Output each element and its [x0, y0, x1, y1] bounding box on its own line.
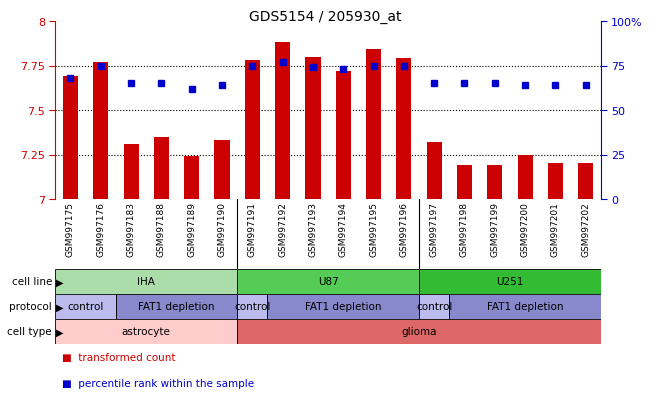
Bar — [518, 155, 533, 199]
Text: cell type: cell type — [7, 327, 52, 337]
Bar — [245, 61, 260, 199]
Bar — [124, 145, 139, 199]
Text: GSM997201: GSM997201 — [551, 202, 560, 256]
Text: FAT1 depletion: FAT1 depletion — [305, 302, 381, 312]
Bar — [214, 141, 230, 199]
Bar — [275, 43, 290, 199]
Text: control: control — [234, 302, 271, 312]
Bar — [366, 50, 381, 199]
Bar — [487, 166, 503, 199]
Text: IHA: IHA — [137, 277, 155, 287]
Bar — [548, 164, 563, 199]
Bar — [93, 63, 108, 199]
Text: GSM997176: GSM997176 — [96, 202, 105, 256]
Bar — [457, 166, 472, 199]
Text: GSM997199: GSM997199 — [490, 202, 499, 256]
Text: ▶: ▶ — [56, 277, 64, 287]
Text: control: control — [416, 302, 452, 312]
Text: GSM997194: GSM997194 — [339, 202, 348, 256]
Bar — [336, 72, 351, 199]
Text: GSM997183: GSM997183 — [126, 202, 135, 256]
Text: glioma: glioma — [401, 327, 437, 337]
Text: GSM997198: GSM997198 — [460, 202, 469, 256]
Text: GSM997202: GSM997202 — [581, 202, 590, 256]
Bar — [449, 294, 601, 319]
Bar — [237, 269, 419, 294]
Text: U251: U251 — [496, 277, 523, 287]
Text: protocol: protocol — [9, 302, 52, 312]
Text: astrocyte: astrocyte — [122, 327, 171, 337]
Text: U87: U87 — [318, 277, 339, 287]
Text: GSM997175: GSM997175 — [66, 202, 75, 256]
Bar — [63, 77, 78, 199]
Text: GSM997200: GSM997200 — [521, 202, 530, 256]
Text: GSM997197: GSM997197 — [430, 202, 439, 256]
Text: FAT1 depletion: FAT1 depletion — [487, 302, 563, 312]
Bar — [237, 319, 601, 344]
Text: GSM997191: GSM997191 — [248, 202, 257, 256]
Bar — [426, 143, 442, 199]
Text: GSM997188: GSM997188 — [157, 202, 166, 256]
Text: ■  transformed count: ■ transformed count — [62, 352, 175, 362]
Text: GSM997192: GSM997192 — [278, 202, 287, 256]
Bar — [268, 294, 419, 319]
Bar — [305, 57, 320, 199]
Text: cell line: cell line — [12, 277, 52, 287]
Text: GSM997193: GSM997193 — [309, 202, 318, 256]
Bar — [55, 269, 237, 294]
Bar — [578, 164, 593, 199]
Text: FAT1 depletion: FAT1 depletion — [138, 302, 215, 312]
Bar — [154, 138, 169, 199]
Bar — [116, 294, 237, 319]
Text: control: control — [68, 302, 104, 312]
Text: GSM997195: GSM997195 — [369, 202, 378, 256]
Bar — [55, 294, 116, 319]
Bar — [396, 59, 411, 199]
Text: GSM997196: GSM997196 — [399, 202, 408, 256]
Text: GDS5154 / 205930_at: GDS5154 / 205930_at — [249, 10, 402, 24]
Bar — [237, 294, 268, 319]
Bar — [184, 157, 199, 199]
Bar — [419, 294, 449, 319]
Text: ▶: ▶ — [56, 327, 64, 337]
Bar — [55, 319, 237, 344]
Text: ■  percentile rank within the sample: ■ percentile rank within the sample — [62, 378, 254, 388]
Bar — [419, 269, 601, 294]
Text: GSM997190: GSM997190 — [217, 202, 227, 256]
Text: ▶: ▶ — [56, 302, 64, 312]
Text: GSM997189: GSM997189 — [187, 202, 196, 256]
